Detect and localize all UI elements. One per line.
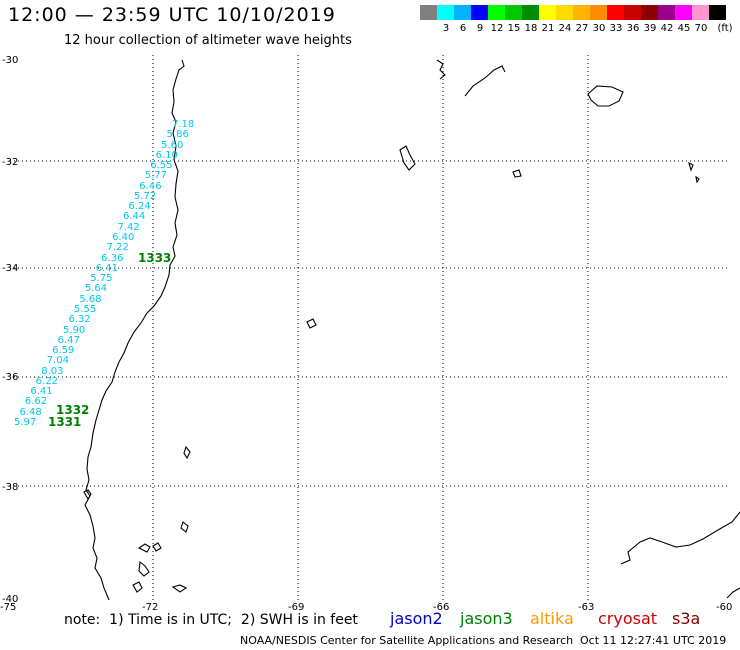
wave-height-label: 6.36 <box>101 252 124 264</box>
wave-height-label: 6.24 <box>128 201 151 213</box>
longitude-label: -66 <box>433 602 450 613</box>
wave-height-label: 6.32 <box>68 314 91 326</box>
mission-label-jason3: jason3 <box>460 609 513 628</box>
color-swatch <box>437 5 454 20</box>
longitude-label: -60 <box>716 602 733 613</box>
wave-height-label: 5.86 <box>166 129 189 141</box>
wave-height-label: 8.03 <box>41 365 64 377</box>
wave-height-label: 6.59 <box>52 345 75 357</box>
latitude-label: -40 <box>2 594 19 605</box>
longitude-label: -69 <box>288 602 305 613</box>
wave-height-label: 6.62 <box>24 396 48 408</box>
mission-label-altika: altika <box>530 609 574 628</box>
wave-height-label: 7.42 <box>117 221 140 233</box>
color-swatch <box>505 5 522 20</box>
map-title: 12:00 — 23:59 UTC 10/10/2019 <box>8 4 336 26</box>
latitude-label: -32 <box>2 157 19 168</box>
graticule <box>10 55 728 600</box>
color-swatch <box>488 5 505 20</box>
color-scale-label: 6 <box>459 23 467 34</box>
mission-label-s3a: s3a <box>672 609 701 628</box>
color-scale-label: 24 <box>558 23 572 34</box>
color-swatch <box>539 5 556 20</box>
color-swatch <box>454 5 471 20</box>
wave-height-label: 6.22 <box>35 375 59 387</box>
color-scale-label: 15 <box>507 23 521 34</box>
color-swatch <box>692 5 709 20</box>
map-subtitle: 12 hour collection of altimeter wave hei… <box>64 33 352 48</box>
color-swatch <box>420 5 437 20</box>
wave-height-label: 6.48 <box>19 406 42 418</box>
wave-height-label: 5.90 <box>63 324 86 336</box>
wave-height-label: 6.41 <box>30 386 53 398</box>
color-swatch <box>607 5 624 20</box>
latitude-label: -36 <box>2 372 19 383</box>
color-scale-label: 36 <box>626 23 640 34</box>
color-scale-label: 27 <box>575 23 589 34</box>
color-swatch <box>590 5 607 20</box>
color-scale-unit: (ft) <box>717 23 733 34</box>
coastline-south-america <box>83 59 191 601</box>
credit-text: NOAA/NESDIS Center for Satellite Applica… <box>240 634 574 647</box>
latitude-label: -38 <box>2 482 19 493</box>
color-swatch <box>556 5 573 20</box>
wave-height-label: 7.18 <box>172 119 195 130</box>
time-label: 1332 <box>56 403 90 417</box>
wave-height-label: 6.47 <box>57 334 80 346</box>
color-scale-label: 45 <box>677 23 691 34</box>
wave-height-label: 5.68 <box>79 293 102 305</box>
color-scale-label: 39 <box>643 23 657 34</box>
wave-height-label: 6.55 <box>150 160 173 172</box>
color-scale-label: 42 <box>660 23 674 34</box>
color-scale-label: 30 <box>592 23 606 34</box>
footer-note: note: 1) Time is in UTC; 2) SWH is in fe… <box>64 612 358 628</box>
wave-height-label: 6.44 <box>122 211 146 223</box>
longitude-label: -72 <box>142 602 159 613</box>
color-swatch <box>573 5 590 20</box>
wave-height-label: 5.64 <box>84 283 108 295</box>
color-swatch <box>624 5 641 20</box>
color-scale-label: 18 <box>524 23 538 34</box>
wave-height-label: 5.72 <box>133 190 157 202</box>
color-scale-label: 70 <box>694 23 708 34</box>
wave-height-label: 6.10 <box>155 149 178 161</box>
coastline-argentina <box>306 59 740 599</box>
generated-timestamp: Oct 11 12:27:41 UTC 2019 <box>580 634 727 647</box>
longitude-label: -63 <box>578 602 595 613</box>
wave-height-label: 6.40 <box>112 232 135 244</box>
mission-label-jason2: jason2 <box>390 609 443 628</box>
wave-height-label: 7.22 <box>106 242 129 254</box>
longitude-label: -75 <box>0 602 17 613</box>
wave-height-label: 5.77 <box>144 170 168 182</box>
color-scale-label: 12 <box>490 23 504 34</box>
color-scale-label: 33 <box>609 23 623 34</box>
wave-height-label: 7.04 <box>46 355 69 367</box>
time-label: 1331 <box>48 415 82 429</box>
color-scale-label: 3 <box>442 23 450 34</box>
latitude-label: -30 <box>2 55 19 66</box>
color-swatch <box>709 5 726 20</box>
color-swatch <box>522 5 539 20</box>
time-label: 1333 <box>138 251 172 265</box>
color-swatch <box>675 5 692 20</box>
wave-height-label: 6.41 <box>95 262 118 274</box>
color-swatch <box>471 5 488 20</box>
wave-height-label: 5.55 <box>73 303 97 315</box>
color-scale-label: 9 <box>476 23 484 34</box>
wave-height-label: 5.75 <box>90 273 113 285</box>
color-scale-label: 21 <box>541 23 555 34</box>
color-swatch <box>658 5 675 20</box>
wave-height-label: 5.60 <box>161 139 184 151</box>
latitude-label: -34 <box>2 263 19 274</box>
wave-height-label: 6.46 <box>139 180 162 192</box>
wave-height-label: 5.97 <box>14 417 37 428</box>
mission-label-cryosat: cryosat <box>598 609 658 628</box>
color-swatch <box>641 5 658 20</box>
